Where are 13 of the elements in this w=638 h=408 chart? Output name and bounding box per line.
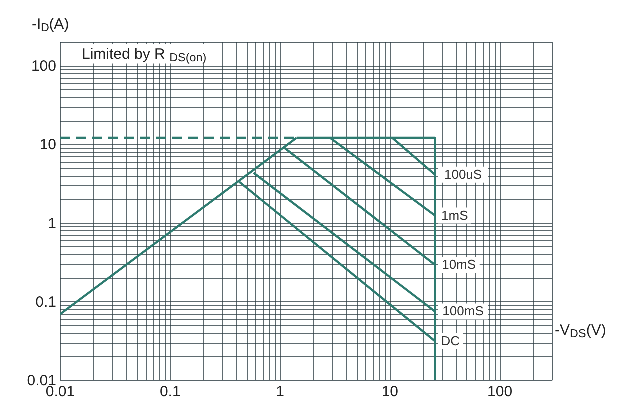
annotation: 100uS xyxy=(444,166,482,182)
y-tick-label: 100 xyxy=(31,58,56,76)
annotation: 1mS xyxy=(442,208,469,223)
y-tick-label: 10 xyxy=(40,136,56,154)
annotation: 100mS xyxy=(442,304,484,319)
y-tick-label: 1 xyxy=(48,215,56,232)
x-tick-label: 1 xyxy=(276,384,284,400)
annotation: DC xyxy=(441,333,460,348)
y-tick-label: 0.1 xyxy=(36,294,56,311)
annotation: 10mS xyxy=(442,257,476,272)
x-tick-label: 10 xyxy=(382,384,399,400)
x-tick-label: 100 xyxy=(488,384,513,400)
x-tick-label: 0.1 xyxy=(160,384,181,400)
